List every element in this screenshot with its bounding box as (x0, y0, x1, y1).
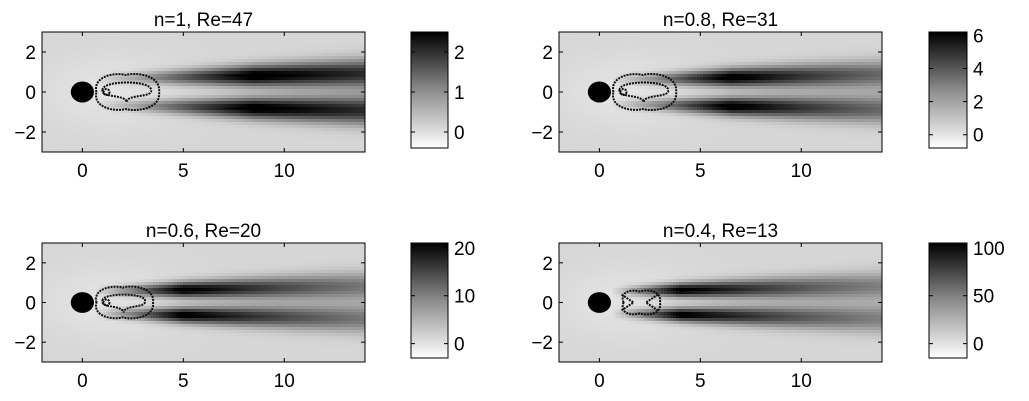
colorbar-gradient (928, 31, 968, 149)
panel-title: n=1, Re=47 (154, 10, 253, 31)
y-tick-label: 0 (542, 294, 553, 315)
heatmap-field (42, 32, 365, 152)
colorbar-tick-label: 2 (454, 43, 465, 64)
colorbar-tick-label: 6 (973, 26, 984, 47)
y-tick-label: −2 (531, 123, 553, 144)
y-tick-label: 2 (542, 254, 553, 275)
x-tick-label: 10 (791, 161, 812, 182)
x-tick-label: 5 (178, 371, 189, 392)
colorbar: 0 2 4 6 (928, 26, 984, 149)
colorbar-tick-label: 1 (454, 83, 465, 104)
y-tick-label: −2 (14, 333, 36, 354)
colorbar: 0 1 2 (410, 31, 465, 149)
x-tick-label: 0 (594, 371, 605, 392)
cylinder-body (587, 292, 611, 313)
colorbar-gradient (410, 31, 449, 149)
colorbar-tick-label: 0 (454, 123, 465, 144)
cylinder-body (70, 81, 94, 103)
x-tick-label: 0 (77, 371, 88, 392)
x-tick-label: 0 (594, 161, 605, 182)
panel-title: n=0.8, Re=31 (663, 10, 778, 31)
colorbar-tick-label: 2 (973, 93, 984, 114)
cylinder-body (587, 81, 611, 103)
heatmap-field (559, 243, 882, 362)
recirculation-contours (95, 285, 155, 320)
recirculation-contours (612, 73, 678, 111)
x-tick-label: 10 (274, 371, 295, 392)
colorbar-tick-label: 10 (454, 287, 475, 308)
colorbar: 0 50 100 (928, 239, 1005, 359)
x-tick-label: 0 (77, 161, 88, 182)
x-tick-label: 5 (178, 161, 189, 182)
colorbar-tick-label: 0 (454, 335, 465, 356)
colorbar-tick-label: 20 (454, 239, 475, 260)
y-tick-label: 2 (25, 43, 36, 64)
y-tick-label: 0 (542, 83, 553, 104)
x-tick-label: 10 (274, 161, 295, 182)
colorbar-tick-label: 0 (973, 126, 984, 147)
x-tick-label: 10 (791, 371, 812, 392)
recirculation-contours (95, 73, 161, 111)
panel-title: n=0.6, Re=20 (146, 221, 261, 242)
y-tick-label: 2 (542, 43, 553, 64)
heatmap-field (42, 243, 365, 362)
y-tick-label: 0 (25, 294, 36, 315)
panel-4: 0 5 10 2 0 −2 n=0.4, Re=13 0 50 100 (531, 221, 1004, 392)
cylinder-body (70, 292, 94, 313)
colorbar: 0 10 20 (410, 239, 475, 359)
panel-1: 0 5 10 2 0 −2 n=1, Re=47 0 1 2 (14, 10, 464, 182)
panel-title: n=0.4, Re=13 (663, 221, 778, 242)
panel-2: 0 5 10 2 0 −2 n=0.8, Re=31 0 2 4 6 (531, 10, 984, 182)
colorbar-gradient (928, 242, 968, 359)
y-tick-label: −2 (531, 333, 553, 354)
colorbar-gradient (410, 242, 449, 359)
y-tick-label: 2 (25, 254, 36, 275)
x-tick-label: 5 (695, 371, 706, 392)
y-tick-label: 0 (25, 83, 36, 104)
y-tick-label: −2 (14, 123, 36, 144)
colorbar-tick-label: 100 (973, 239, 1005, 260)
x-tick-label: 5 (695, 161, 706, 182)
recirculation-contours (621, 289, 662, 316)
colorbar-tick-label: 50 (973, 287, 994, 308)
colorbar-tick-label: 4 (973, 59, 984, 80)
colorbar-tick-label: 0 (973, 335, 984, 356)
